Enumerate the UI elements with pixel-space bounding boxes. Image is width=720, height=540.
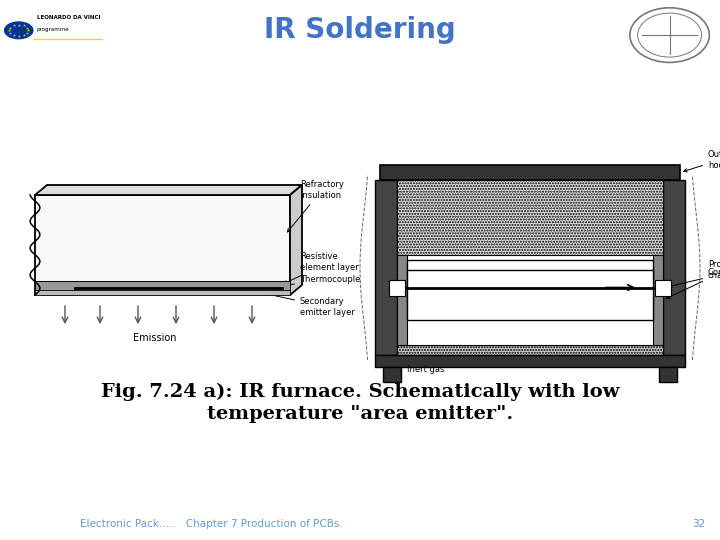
Text: Conveyor: Conveyor: [669, 268, 720, 287]
Text: programme: programme: [37, 26, 70, 32]
Text: Resistive
element layer: Resistive element layer: [284, 252, 359, 284]
Text: Lower panel
emitter: Lower panel emitter: [503, 285, 557, 305]
Text: Secondary
emitter layer: Secondary emitter layer: [264, 292, 355, 316]
Bar: [659, 367, 677, 382]
Bar: [375, 355, 685, 367]
Polygon shape: [35, 185, 302, 195]
Text: Upper panel
emitter: Upper panel emitter: [503, 273, 558, 292]
Bar: [380, 165, 680, 180]
Text: IR Soldering: IR Soldering: [264, 16, 456, 44]
Text: Emission: Emission: [133, 333, 176, 343]
Bar: [663, 180, 685, 355]
Text: Inert gas: Inert gas: [407, 365, 444, 374]
Bar: [397, 345, 663, 355]
Polygon shape: [290, 185, 302, 295]
Bar: [375, 180, 397, 355]
Text: Fig. 7.24 a): IR furnace. Schematically with low: Fig. 7.24 a): IR furnace. Schematically …: [101, 383, 619, 401]
Circle shape: [4, 22, 33, 39]
Text: Outer
hood: Outer hood: [684, 150, 720, 172]
Bar: [407, 270, 653, 320]
Text: Process
chamber: Process chamber: [667, 260, 720, 299]
Bar: [35, 281, 290, 290]
Bar: [397, 180, 663, 255]
Text: Thermocouple: Thermocouple: [264, 275, 361, 289]
Bar: [397, 255, 407, 345]
Bar: [383, 367, 401, 382]
Bar: [35, 290, 290, 295]
Bar: [653, 255, 663, 345]
Text: Electronic Pack.….   Chapter 7 Production of PCBs.: Electronic Pack.…. Chapter 7 Production …: [80, 519, 343, 529]
Text: LEONARDO DA VINCI: LEONARDO DA VINCI: [37, 15, 100, 20]
Bar: [389, 280, 405, 295]
Text: Refractory
insulation: Refractory insulation: [287, 180, 344, 232]
Bar: [407, 260, 653, 305]
Text: 32: 32: [692, 519, 705, 529]
Bar: [35, 195, 290, 295]
Bar: [655, 280, 671, 295]
Text: temperature "area emitter".: temperature "area emitter".: [207, 405, 513, 423]
